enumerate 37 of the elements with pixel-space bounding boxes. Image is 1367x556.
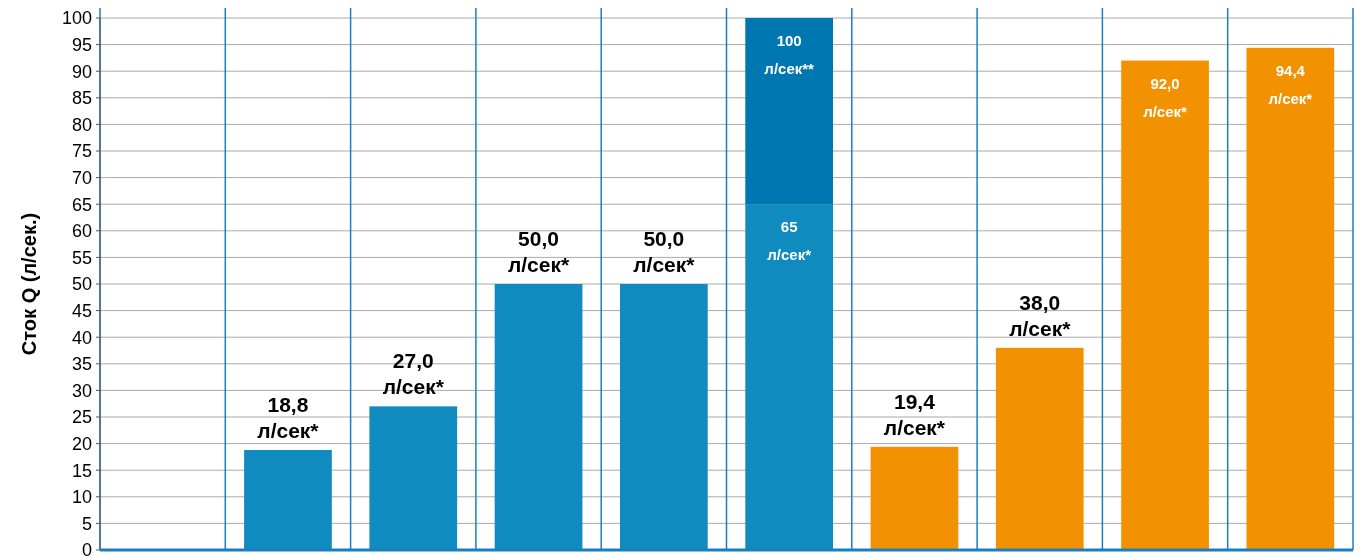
- y-tick-label: 85: [71, 88, 92, 109]
- y-tick-label: 0: [81, 540, 92, 556]
- bar: [995, 347, 1084, 550]
- y-tick-label: 30: [71, 380, 92, 401]
- total-label: 100 л/сек**: [764, 32, 815, 77]
- data-label: 92,0 л/сек*: [1143, 74, 1188, 120]
- y-tick-label: 80: [71, 114, 92, 135]
- y-tick-label: 65: [71, 194, 92, 215]
- bar: [1121, 60, 1209, 550]
- y-tick-label: 5: [81, 513, 92, 534]
- y-tick-label: 55: [71, 247, 92, 268]
- y-tick-label: 100: [61, 8, 92, 29]
- data-label: 27,0 л/сек*: [382, 349, 445, 399]
- y-tick-label: 15: [71, 460, 92, 481]
- y-tick-label: 45: [71, 300, 92, 321]
- y-axis-title: Сток Q (л/сек.): [18, 212, 40, 356]
- y-tick-label: 20: [71, 433, 92, 454]
- y-tick-label: 25: [71, 407, 92, 428]
- bar: [745, 18, 834, 205]
- data-label: 50,0 л/сек*: [633, 227, 696, 276]
- y-tick-label: 70: [71, 167, 92, 188]
- y-tick-label: 95: [71, 34, 92, 55]
- y-tick-label: 40: [71, 327, 92, 348]
- y-tick-label: 10: [71, 487, 92, 508]
- y-tick-label: 50: [71, 274, 92, 295]
- data-label: 38,0 л/сек*: [1009, 290, 1072, 340]
- data-label: 19,4 л/сек*: [883, 389, 946, 439]
- data-label: 18,8 л/сек*: [257, 392, 320, 442]
- y-tick-label: 90: [71, 61, 92, 82]
- bar: [1246, 47, 1335, 550]
- bar: [870, 446, 959, 550]
- data-label: 65 л/сек*: [767, 218, 812, 264]
- y-tick-label: 75: [71, 141, 92, 162]
- y-tick-label: 60: [71, 221, 92, 242]
- data-label: 94,4 л/сек*: [1268, 61, 1313, 107]
- y-tick-label: 35: [71, 354, 92, 375]
- data-label: 50,0 л/сек*: [507, 227, 570, 276]
